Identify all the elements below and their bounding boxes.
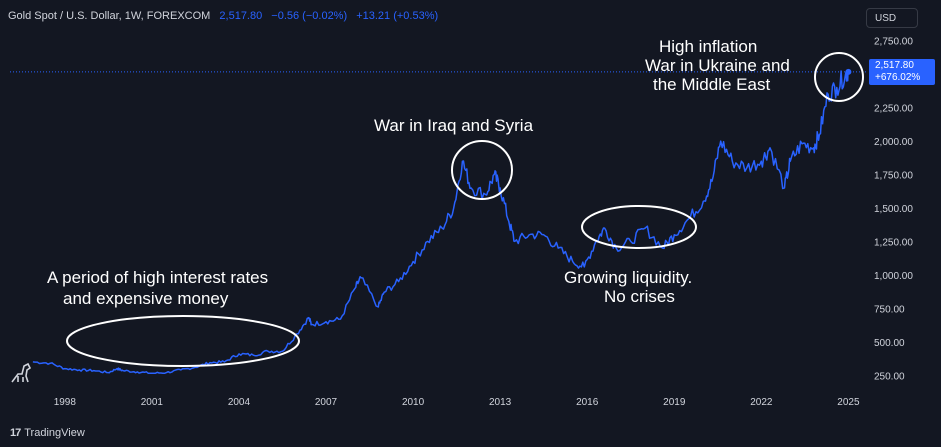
x-tick-label: 1998 [54,397,77,408]
last-price-percent: +676.02% [875,72,921,83]
x-axis: 1998 2001 2004 2007 2010 2013 2016 2019 2022 2025 [54,397,860,408]
annotation-1-line-2: and expensive money [63,289,229,308]
annotation-circle-2024 [814,52,864,102]
x-tick-label: 2010 [402,397,425,408]
currency-button[interactable]: USD [866,8,918,28]
x-tick-label: 2007 [315,397,338,408]
annotation-circle-2017 [581,205,697,249]
x-tick-label: 2025 [837,397,860,408]
tradingview-brand[interactable]: TradingView [24,427,85,439]
dino-icon[interactable] [11,362,32,383]
y-tick-label: 1,750.00 [874,171,913,182]
x-tick-label: 2001 [141,397,164,408]
chart-header: Gold Spot / U.S. Dollar, 1W, FOREXCOM 2,… [8,10,444,22]
x-tick-label: 2013 [489,397,512,408]
header-change-percent: +13.21 (+0.53%) [356,10,439,22]
annotation-circle-1998 [66,315,300,367]
y-axis: 250.00 500.00 750.00 1,000.00 1,250.00 1,500.… [874,37,913,383]
x-tick-label: 2016 [576,397,599,408]
tradingview-logo-icon[interactable]: 17 [10,427,21,439]
annotation-circle-2012 [451,140,513,200]
gold-price-line [32,70,849,375]
y-tick-label: 2,750.00 [874,37,913,48]
footer: 17 TradingView [10,427,85,439]
annotation-3-line-1: Growing liquidity. [564,268,692,287]
x-tick-label: 2004 [228,397,251,408]
y-tick-label: 250.00 [874,371,905,382]
last-price-value: 2,517.80 [875,60,914,71]
y-tick-label: 500.00 [874,338,905,349]
symbol-title[interactable]: Gold Spot / U.S. Dollar, 1W, FOREXCOM [8,10,211,22]
header-change: −0.56 (−0.02%) [271,10,348,22]
y-tick-label: 2,250.00 [874,104,913,115]
y-tick-label: 1,500.00 [874,204,913,215]
annotation-2-line-1: War in Iraq and Syria [374,116,534,135]
annotation-1-line-1: A period of high interest rates [47,268,268,287]
last-price-tag: 2,517.80 +676.02% [869,59,935,85]
x-tick-label: 2019 [663,397,686,408]
annotation-3-line-2: No crises [604,287,675,306]
header-price: 2,517.80 [219,10,263,22]
x-tick-label: 2022 [750,397,773,408]
annotation-4-line-2: War in Ukraine and [645,56,790,75]
annotation-4-line-1: High inflation [659,37,757,56]
y-tick-label: 1,250.00 [874,237,913,248]
y-tick-label: 2,000.00 [874,137,913,148]
annotation-4-line-3: the Middle East [653,75,770,94]
y-tick-label: 750.00 [874,304,905,315]
y-tick-label: 1,000.00 [874,271,913,282]
last-price-dot [845,68,852,75]
